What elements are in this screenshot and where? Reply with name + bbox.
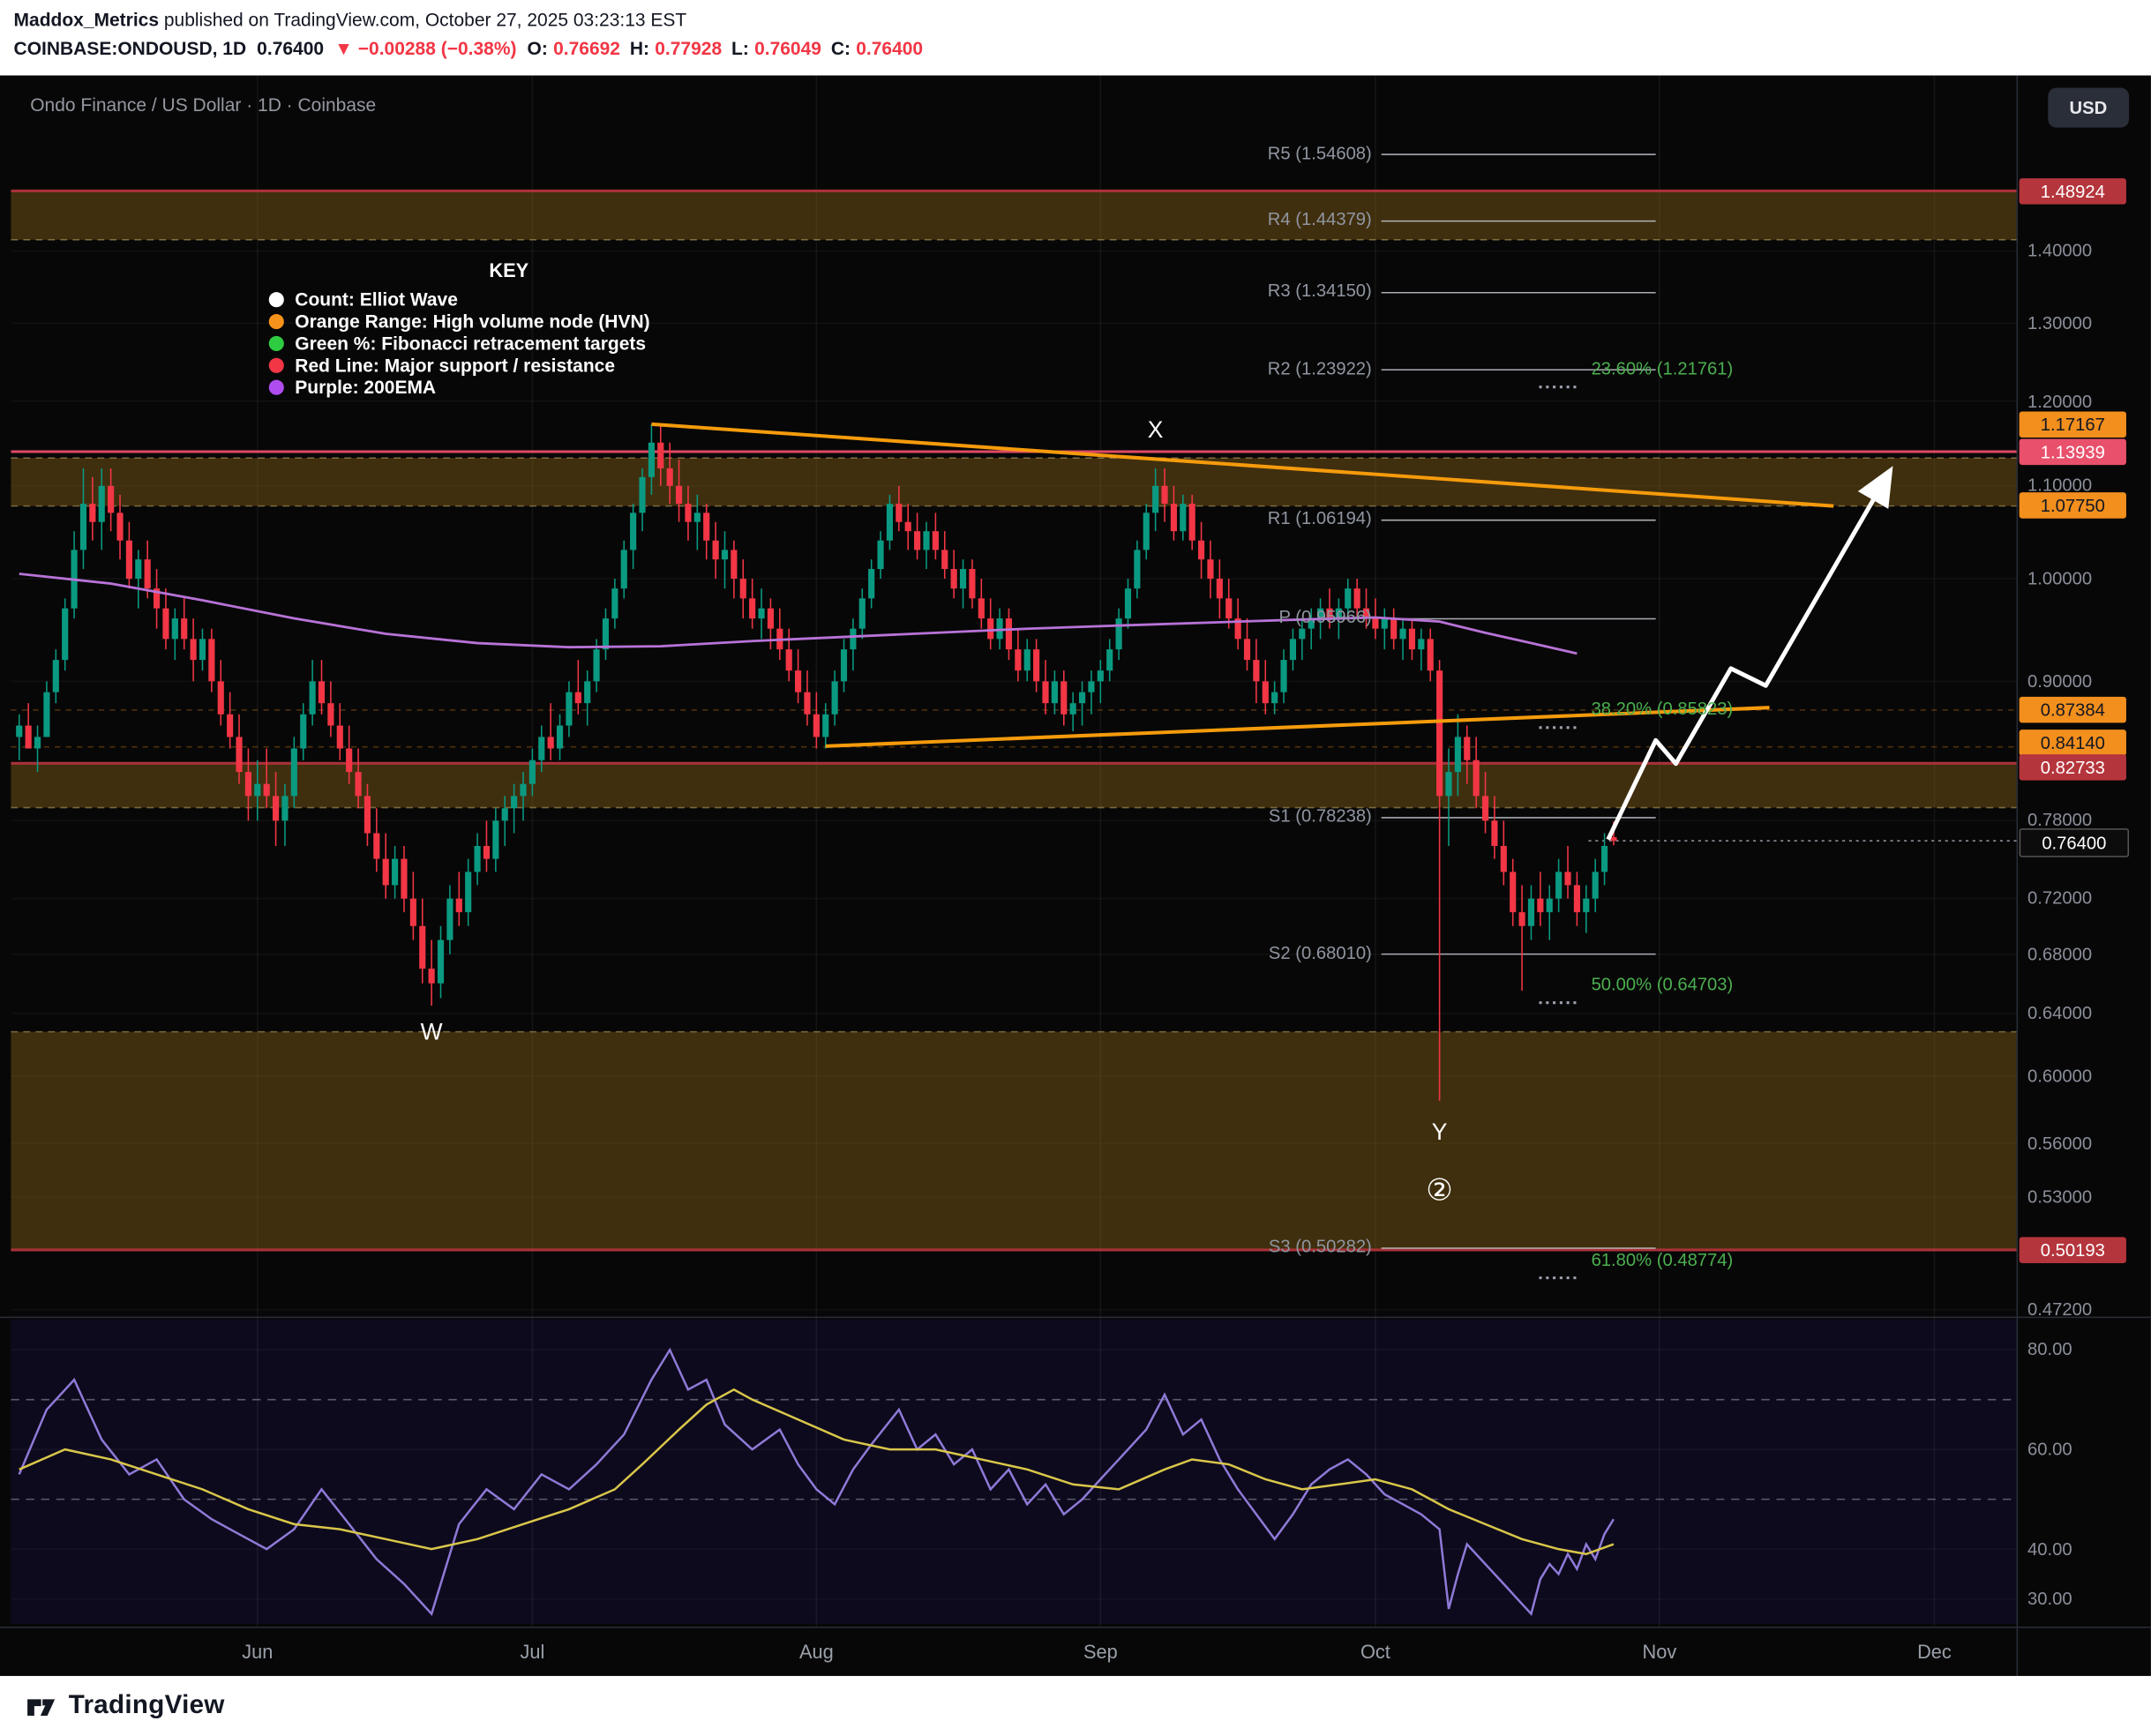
tradingview-logo — [25, 1690, 57, 1723]
legend-item-label: Green %: Fibonacci retracement targets — [295, 333, 647, 354]
price-axis-tick: 1.00000 — [2027, 567, 2093, 588]
price-tag: 1.17167 — [2019, 411, 2126, 438]
price-tag: 0.84140 — [2019, 730, 2126, 756]
chart-title: Ondo Finance / US Dollar · 1D · Coinbase — [30, 94, 377, 116]
legend-item-label: Count: Elliot Wave — [295, 288, 458, 310]
legend-item: Red Line: Major support / resistance — [268, 354, 749, 376]
price-axis-tick: 0.64000 — [2027, 1002, 2093, 1023]
time-axis-label: Oct — [1360, 1640, 1390, 1663]
ohlc-field-label: L: — [731, 38, 749, 59]
wave-label: W — [420, 1019, 443, 1046]
symbol-info: COINBASE:ONDOUSD, 1D — [13, 38, 247, 59]
price-axis-tick: 0.78000 — [2027, 809, 2093, 831]
chart-key-legend: KEY Count: Elliot Wave Orange Range: High… — [268, 258, 749, 398]
price-tag: 0.76400 — [2019, 827, 2130, 857]
ohlc-field-value: 0.76692 — [553, 38, 620, 59]
legend-item: Count: Elliot Wave — [268, 288, 749, 311]
indicator-axis-tick: 60.00 — [2027, 1438, 2072, 1460]
ohlc-field-value: 0.76400 — [856, 38, 924, 59]
wave-label: Y — [1431, 1119, 1448, 1146]
pivot-label: P (0.95966) — [1278, 606, 1372, 627]
price-tag: 1.48924 — [2019, 177, 2126, 205]
fib-label: 38.20% (0.85823) — [1591, 699, 1734, 720]
legend-item-label: Orange Range: High volume node (HVN) — [295, 311, 650, 332]
ohlc-field-label: O: — [527, 38, 548, 59]
time-axis-label: Dec — [1917, 1640, 1952, 1663]
pivot-label: R1 (1.06194) — [1267, 507, 1372, 529]
price-axis-tick: 1.10000 — [2027, 475, 2093, 496]
ohlc-values: O: 0.76692 H: 0.77928 L: 0.76049 C: 0.76400 — [528, 39, 933, 59]
price-tag: 1.07750 — [2019, 492, 2126, 520]
legend-dot-icon — [268, 378, 284, 395]
last-price: 0.76400 — [257, 38, 325, 59]
pivot-label: R2 (1.23922) — [1267, 357, 1372, 378]
fib-label: 50.00% (0.64703) — [1591, 973, 1734, 995]
footer: TradingView — [0, 1675, 2151, 1736]
price-axis-tick: 0.56000 — [2027, 1132, 2093, 1153]
price-axis-tick: 0.68000 — [2027, 943, 2093, 964]
price-axis-tick: 1.20000 — [2027, 390, 2093, 411]
wave-label: X — [1147, 415, 1164, 443]
chart-canvas[interactable] — [0, 75, 2151, 1676]
legend-title: KEY — [489, 258, 529, 281]
pivot-label: S1 (0.78238) — [1268, 804, 1372, 827]
indicator-axis-tick: 80.00 — [2027, 1338, 2072, 1360]
price-axis-tick: 1.40000 — [2027, 240, 2093, 261]
price-tag: 1.13939 — [2019, 438, 2126, 465]
pivot-label: R3 (1.34150) — [1267, 280, 1372, 302]
time-axis-label: Jul — [520, 1640, 545, 1663]
publish-info: published on TradingView.com, October 27… — [159, 9, 687, 31]
currency-button[interactable]: USD — [2047, 87, 2130, 128]
price-axis-tick: 0.90000 — [2027, 670, 2093, 692]
fib-label: 23.60% (1.21761) — [1591, 358, 1734, 379]
chart-area[interactable]: Ondo Finance / US Dollar · 1D · Coinbase… — [0, 75, 2151, 1676]
legend-dot-icon — [268, 291, 284, 307]
legend-dot-icon — [268, 335, 284, 351]
time-axis-label: Jun — [242, 1640, 274, 1663]
ohlc-field-value: 0.76049 — [754, 38, 821, 59]
ohlc-field-value: 0.77928 — [655, 38, 723, 59]
price-tag: 0.82733 — [2019, 754, 2126, 781]
pivot-label: S3 (0.50282) — [1268, 1235, 1372, 1257]
indicator-axis-tick: 40.00 — [2027, 1538, 2072, 1560]
ohlc-field-label: C: — [830, 38, 851, 59]
publish-line: Maddox_Metrics published on TradingView.… — [14, 10, 687, 30]
price-axis-tick: 1.30000 — [2027, 311, 2093, 333]
fib-label: 61.80% (0.48774) — [1591, 1248, 1734, 1270]
time-axis-label: Aug — [798, 1640, 834, 1663]
publisher-name: Maddox_Metrics — [13, 9, 160, 31]
time-axis-label: Nov — [1642, 1640, 1677, 1663]
price-axis-tick: 0.72000 — [2027, 887, 2093, 909]
tradingview-wordmark: TradingView — [68, 1691, 225, 1720]
price-tag: 0.50193 — [2019, 1237, 2126, 1263]
price-axis-tick: 0.60000 — [2027, 1065, 2093, 1086]
price-axis-tick: 0.47200 — [2027, 1298, 2093, 1320]
legend-item: Purple: 200EMA — [268, 376, 749, 398]
pivot-label: R4 (1.44379) — [1267, 208, 1372, 229]
legend-item-label: Red Line: Major support / resistance — [295, 354, 616, 376]
time-axis[interactable] — [0, 1628, 2017, 1676]
legend-item: Orange Range: High volume node (HVN) — [268, 310, 749, 332]
legend-item: Green %: Fibonacci retracement targets — [268, 332, 749, 354]
ohlc-field-label: H: — [629, 38, 650, 59]
legend-item-label: Purple: 200EMA — [295, 376, 437, 398]
share-header: Maddox_Metrics published on TradingView.… — [0, 0, 2151, 76]
price-tag: 0.87384 — [2019, 697, 2126, 723]
pivot-label: R5 (1.54608) — [1267, 142, 1372, 163]
time-axis-label: Sep — [1083, 1640, 1118, 1663]
price-change: ▼ −0.00288 (−0.38%) — [334, 38, 517, 59]
wave-label: ② — [1426, 1171, 1453, 1207]
symbol-line: COINBASE:ONDOUSD, 1D 0.76400 ▼ −0.00288 … — [14, 39, 939, 59]
legend-dot-icon — [268, 357, 284, 373]
legend-items: Count: Elliot Wave Orange Range: High vol… — [268, 288, 749, 398]
price-axis-tick: 0.53000 — [2027, 1186, 2093, 1207]
pivot-label: S2 (0.68010) — [1268, 941, 1372, 962]
legend-dot-icon — [268, 313, 284, 329]
indicator-axis-tick: 30.00 — [2027, 1588, 2072, 1609]
